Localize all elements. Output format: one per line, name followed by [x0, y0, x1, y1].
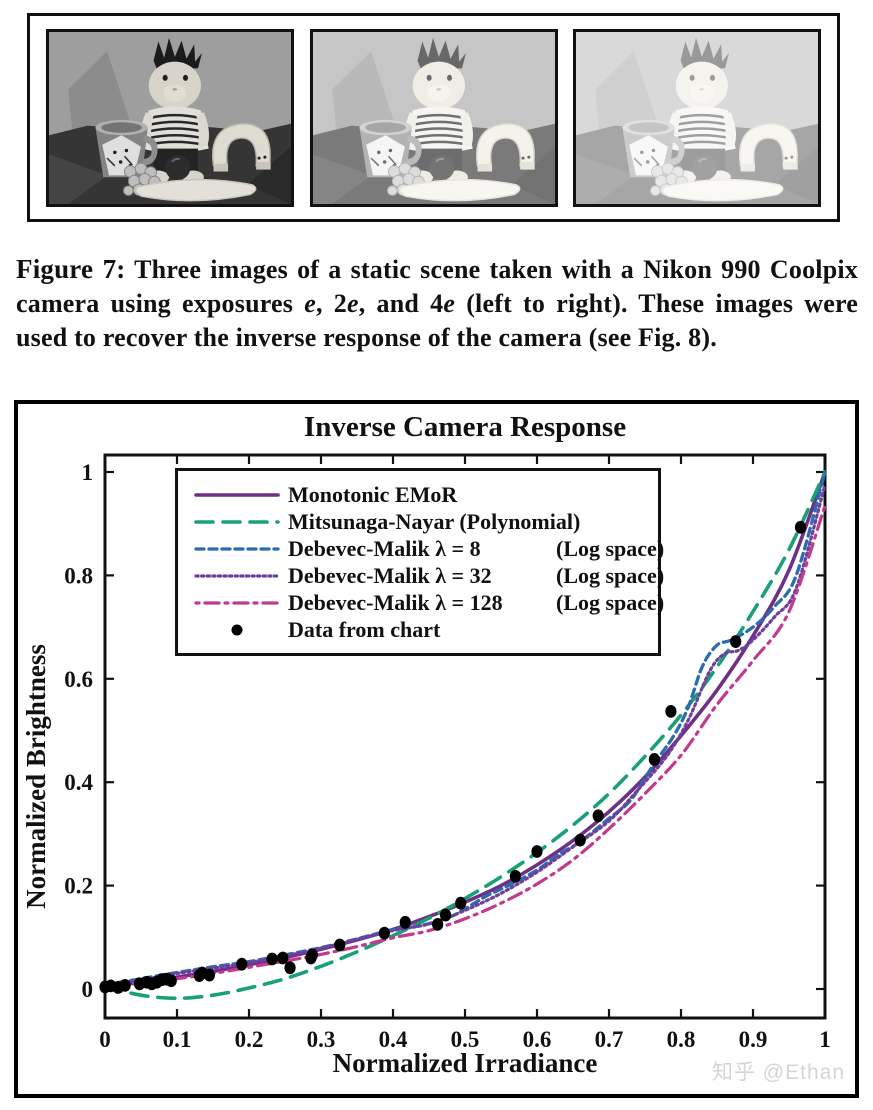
photo-exposure-1 — [46, 28, 294, 207]
data-point — [648, 753, 660, 766]
data-point — [439, 908, 452, 922]
series-curve — [103, 483, 827, 988]
data-point — [378, 926, 390, 940]
legend-row: Monotonic EMoR — [190, 481, 658, 508]
legend-line-sample — [194, 546, 280, 551]
data-point — [236, 957, 248, 971]
caption-prefix: Figure 7: — [16, 254, 126, 284]
x-tick-label: 0.4 — [379, 1027, 408, 1052]
data-point — [509, 869, 521, 883]
series-curve — [103, 470, 827, 989]
figure-caption: Figure 7: Three images of a static scene… — [16, 252, 858, 355]
data-point — [455, 896, 467, 910]
x-tick-label: 0.1 — [163, 1027, 192, 1052]
data-point — [306, 948, 318, 962]
legend-note: (Log space) — [556, 589, 665, 615]
y-tick-label: 0.8 — [64, 563, 93, 588]
legend-label: Data from chart — [288, 616, 441, 642]
y-tick-label: 0 — [82, 977, 94, 1002]
data-point — [794, 520, 807, 534]
data-point — [531, 845, 543, 858]
y-tick-label: 1 — [82, 460, 94, 485]
y-tick-label: 0.2 — [64, 874, 93, 899]
data-point — [334, 938, 346, 952]
legend-row: Mitsunaga-Nayar (Polynomial) — [190, 508, 658, 535]
caption-segment: e — [443, 289, 456, 318]
legend-label: Debevec-Malik λ = 32 — [288, 562, 492, 588]
photo-exposure-3 — [573, 28, 821, 207]
legend-label: Debevec-Malik λ = 8 — [288, 535, 481, 561]
caption-segment: (left to right). These images were used … — [16, 289, 858, 352]
y-axis-label: Normalized Brightness — [21, 644, 51, 909]
legend-line-sample — [194, 573, 280, 578]
legend-row: Debevec-Malik λ = 128 (Log space) — [190, 589, 664, 616]
x-tick-label: 0.8 — [667, 1027, 696, 1052]
legend-row: Debevec-Malik λ = 8 (Log space) — [190, 535, 664, 562]
y-tick-label: 0.6 — [64, 667, 93, 692]
x-tick-label: 0 — [99, 1027, 111, 1052]
legend-row: Data from chart — [190, 616, 658, 643]
chart-canvas: Inverse Camera Response Normalized Irradi… — [21, 411, 831, 1078]
x-tick-label: 0.3 — [307, 1027, 336, 1052]
data-point — [203, 968, 215, 982]
data-point — [574, 833, 586, 847]
photo-exposure-2 — [309, 28, 558, 207]
legend-note: (Log space) — [556, 535, 665, 561]
legend-note: (Log space) — [556, 562, 665, 588]
caption-segment: Three images of a static scene taken wit… — [16, 255, 858, 318]
data-point — [165, 974, 177, 988]
x-tick-label: 0.6 — [523, 1027, 552, 1052]
legend-line-sample — [194, 519, 280, 524]
legend-line-sample — [194, 492, 280, 497]
data-point — [119, 978, 131, 992]
photo-strip-frame — [27, 13, 840, 222]
caption-segment: e — [346, 289, 359, 318]
caption-segment: , 2 — [315, 289, 347, 318]
legend-label: Mitsunaga-Nayar (Polynomial) — [288, 508, 581, 534]
data-point — [277, 951, 289, 965]
data-point — [399, 915, 411, 929]
x-tick-label: 0.2 — [235, 1027, 264, 1052]
watermark: 知乎 @Ethan — [711, 1061, 845, 1084]
data-point — [665, 704, 677, 718]
x-tick-label: 0.7 — [595, 1027, 624, 1052]
series-curve — [103, 470, 827, 1001]
data-point — [432, 917, 444, 931]
chart-legend: Monotonic EMoR Mitsunaga-Nayar (Polynomi… — [175, 468, 664, 656]
caption-segment: e — [304, 289, 316, 318]
caption-body: Three images of a static scene taken wit… — [16, 255, 858, 352]
data-point — [266, 952, 278, 966]
legend-dot-sample — [231, 624, 243, 635]
data-point — [284, 961, 296, 975]
x-tick-label: 1 — [819, 1027, 831, 1052]
data-point — [592, 809, 604, 823]
caption-segment: , and 4 — [358, 289, 444, 318]
legend-label: Debevec-Malik λ = 128 — [288, 589, 503, 615]
series-curve — [103, 504, 827, 989]
x-tick-label: 0.9 — [739, 1027, 768, 1052]
chart-figure: Inverse Camera Response Normalized Irradi… — [14, 400, 859, 1098]
legend-label: Monotonic EMoR — [288, 481, 458, 507]
x-tick-label: 0.5 — [451, 1027, 480, 1052]
legend-line-sample — [194, 600, 280, 605]
y-tick-label: 0.4 — [64, 770, 93, 795]
legend-row: Debevec-Malik λ = 32 (Log space) — [190, 562, 664, 589]
data-point — [730, 635, 742, 648]
x-axis-label: Normalized Irradiance — [333, 1048, 598, 1078]
chart-title: Inverse Camera Response — [304, 411, 626, 443]
